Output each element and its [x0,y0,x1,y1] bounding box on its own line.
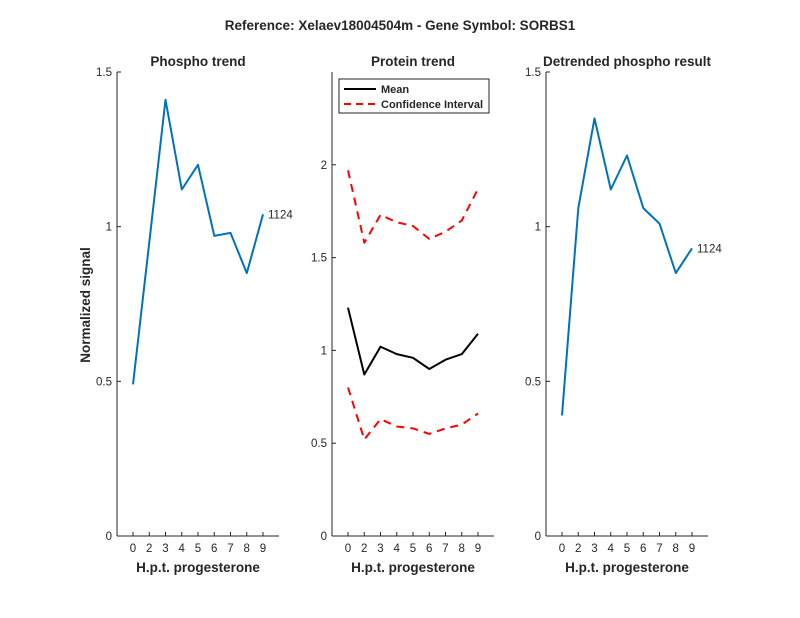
phospho-xtick-label: 0 [130,543,136,555]
phospho-trend-panel: Phospho trend H.p.t. progesterone Normal… [78,54,293,575]
protein-xtick-label: 2 [361,543,367,555]
protein-trend-legend: Mean Confidence Interval [338,78,490,114]
phospho-xtick-label: 2 [146,543,152,555]
protein-xtick-label: 5 [410,543,416,555]
phospho-ytick-label: 1 [106,222,112,234]
phospho-trend-ylabel: Normalized signal [78,247,93,363]
detrended-ytick-label: 0 [535,531,541,543]
legend-ci-label: Confidence Interval [381,99,483,111]
detrended-xtick-label: 9 [689,543,695,555]
detrended-xlabel: H.p.t. progesterone [565,560,689,575]
detrended-xtick-label: 7 [656,543,662,555]
detrended-panel: Detrended phospho result H.p.t. progeste… [525,54,722,575]
protein-trend-xlabel: H.p.t. progesterone [351,560,475,575]
phospho-xtick-label: 4 [179,543,186,555]
phospho-ytick-label: 0 [106,531,112,543]
phospho-series-line-0 [132,98,264,385]
protein-xtick-label: 4 [394,543,401,555]
protein-ytick-label: 2 [321,160,327,172]
detrended-ytick-label: 1.5 [525,67,541,79]
phospho-ytick-label: 1.5 [96,67,112,79]
phospho-trend-xlabel: H.p.t. progesterone [136,560,260,575]
protein-xtick-label: 0 [345,543,351,555]
detrended-xtick-label: 5 [624,543,630,555]
protein-xtick-label: 6 [426,543,432,555]
legend-box [338,78,490,114]
detrended-ticks: 00.511.50 2 3 4 5 6 7 8 9 [525,67,695,555]
protein-xtick-label: 8 [459,543,465,555]
detrended-xtick-label: 6 [640,543,646,555]
detrended-ytick-label: 1 [535,222,541,234]
phospho-xtick-label: 9 [260,543,266,555]
detrended-series [561,117,693,416]
detrended-xtick-label: 2 [575,543,581,555]
phospho-trend-annotation: 1124 [268,209,293,221]
detrended-xtick-label: 4 [608,543,615,555]
phospho-xtick-label: 6 [211,543,217,555]
figure-suptitle: Reference: Xelaev18004504m - Gene Symbol… [225,18,576,33]
protein-xtick-label: 9 [475,543,481,555]
detrended-annotation: 1124 [697,243,722,255]
detrended-title: Detrended phospho result [543,54,712,69]
protein-series-line-0 [347,307,479,376]
protein-series-line-2 [347,387,479,441]
phospho-xtick-label: 8 [244,543,250,555]
protein-trend-series [347,170,479,441]
detrended-xtick-label: 0 [559,543,565,555]
protein-ytick-label: 1 [321,345,327,357]
phospho-trend-series [132,98,264,385]
protein-xtick-label: 7 [442,543,448,555]
phospho-xtick-label: 3 [162,543,168,555]
protein-ytick-label: 1.5 [311,253,327,265]
legend-mean-label: Mean [381,84,409,96]
protein-series-line-1 [347,170,479,244]
protein-ytick-label: 0 [321,531,327,543]
protein-trend-panel: Protein trend H.p.t. progesterone 0 0.5 1 1… [311,54,494,575]
detrended-series-line-0 [561,117,693,416]
phospho-xtick-label: 5 [195,543,201,555]
protein-xtick-label: 3 [377,543,383,555]
detrended-xtick-label: 3 [591,543,597,555]
phospho-ytick-label: 0.5 [96,376,112,388]
protein-ytick-label: 0.5 [311,438,327,450]
phospho-xtick-label: 7 [227,543,233,555]
protein-trend-ticks: 00.511.520 2 3 4 5 6 7 8 9 [311,160,481,555]
detrended-xtick-label: 8 [673,543,679,555]
protein-trend-title: Protein trend [371,54,455,69]
phospho-trend-ticks: 00.511.50 2 3 4 5 6 7 8 9 [96,67,266,555]
detrended-ytick-label: 0.5 [525,376,541,388]
phospho-trend-title: Phospho trend [150,54,245,69]
